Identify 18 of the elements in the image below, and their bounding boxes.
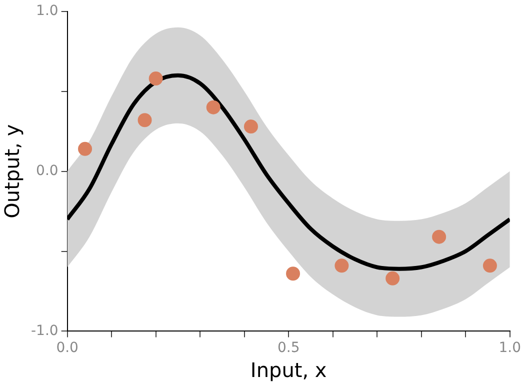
- x-tick-label: 1.0: [498, 340, 521, 356]
- point: [206, 100, 220, 114]
- y-tick-label: -1.0: [30, 322, 58, 339]
- x-axis-title: Input, x: [250, 358, 327, 382]
- point: [334, 258, 349, 273]
- x-tick-label: 0.0: [56, 340, 78, 356]
- point: [286, 266, 300, 281]
- point: [386, 271, 400, 286]
- y-axis-title: Output, y: [0, 124, 24, 218]
- point: [138, 113, 152, 128]
- point: [244, 120, 258, 134]
- y-tick-label: 1.0: [36, 3, 58, 20]
- point: [148, 72, 163, 86]
- x-tick-label: 0.5: [277, 340, 300, 356]
- point: [482, 258, 497, 273]
- y-tick-label: 0.0: [36, 162, 58, 179]
- point: [432, 230, 446, 244]
- point: [78, 142, 92, 156]
